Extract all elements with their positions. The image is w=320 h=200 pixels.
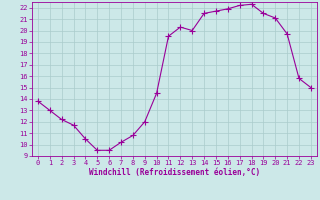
X-axis label: Windchill (Refroidissement éolien,°C): Windchill (Refroidissement éolien,°C): [89, 168, 260, 177]
